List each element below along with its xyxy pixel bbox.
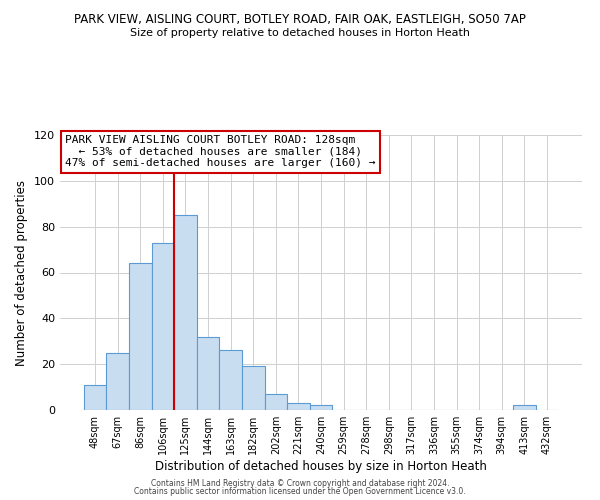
Bar [287,403,310,410]
Bar [265,394,287,410]
Bar [152,242,174,410]
Bar [513,406,536,410]
Bar [84,385,106,410]
Y-axis label: Number of detached properties: Number of detached properties [16,180,28,366]
Text: Size of property relative to detached houses in Horton Heath: Size of property relative to detached ho… [130,28,470,38]
Bar [197,336,220,410]
Bar [129,264,152,410]
X-axis label: Distribution of detached houses by size in Horton Heath: Distribution of detached houses by size … [155,460,487,473]
Text: Contains public sector information licensed under the Open Government Licence v3: Contains public sector information licen… [134,487,466,496]
Bar [310,406,332,410]
Text: PARK VIEW, AISLING COURT, BOTLEY ROAD, FAIR OAK, EASTLEIGH, SO50 7AP: PARK VIEW, AISLING COURT, BOTLEY ROAD, F… [74,12,526,26]
Bar [220,350,242,410]
Text: Contains HM Land Registry data © Crown copyright and database right 2024.: Contains HM Land Registry data © Crown c… [151,478,449,488]
Bar [106,352,129,410]
Bar [174,215,197,410]
Text: PARK VIEW AISLING COURT BOTLEY ROAD: 128sqm
  ← 53% of detached houses are small: PARK VIEW AISLING COURT BOTLEY ROAD: 128… [65,135,376,168]
Bar [242,366,265,410]
